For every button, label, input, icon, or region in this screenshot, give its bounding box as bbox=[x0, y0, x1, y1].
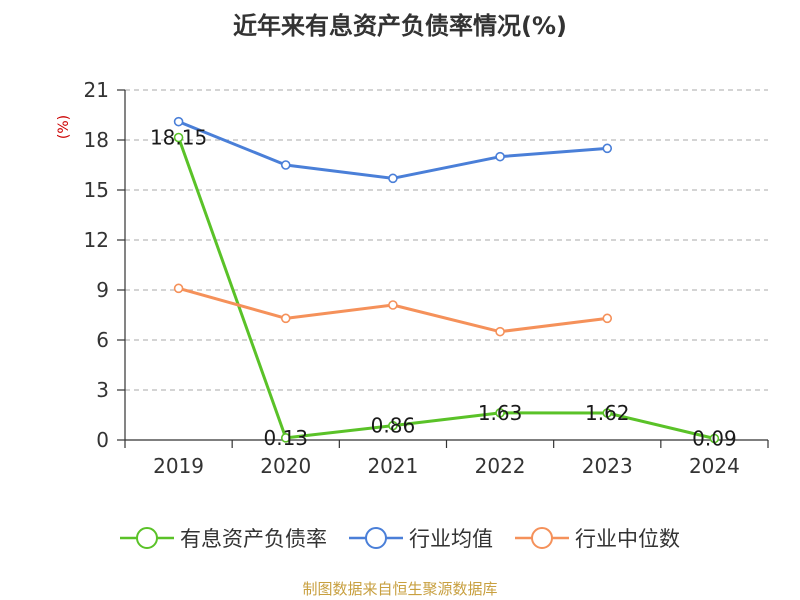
line-chart: 0 3 6 9 12 15 18 21 2019 2020 2021 2022 2023 2024 18.… bbox=[56, 78, 769, 478]
grid-lines bbox=[125, 89, 768, 391]
x-tick-label: 2023 bbox=[582, 454, 633, 478]
data-point bbox=[280, 433, 291, 443]
data-label: 0.13 bbox=[263, 426, 308, 450]
data-point bbox=[495, 326, 505, 337]
legend-label: 行业均值 bbox=[409, 527, 493, 551]
legend-swatch-marker bbox=[365, 527, 387, 549]
data-point bbox=[388, 420, 398, 431]
data-labels: 18.15 0.13 0.86 1.63 1.62 0.09 bbox=[150, 126, 737, 451]
y-tick-label: 18 bbox=[84, 128, 109, 152]
data-label: 0.86 bbox=[371, 414, 416, 438]
chart-title: 近年来有息资产负债率情况(%) bbox=[233, 12, 567, 40]
legend: 有息资产负债率 行业均值 行业中位数 bbox=[0, 518, 800, 558]
axes: 0 3 6 9 12 15 18 21 2019 2020 2021 2022 2023 2024 bbox=[84, 78, 769, 478]
data-point bbox=[709, 433, 720, 444]
data-label: 18.15 bbox=[150, 126, 207, 150]
data-point bbox=[602, 143, 613, 154]
data-label: 1.62 bbox=[585, 401, 630, 425]
x-tick-label: 2024 bbox=[689, 454, 740, 478]
legend-swatch-marker bbox=[136, 527, 158, 549]
x-tick-label: 2019 bbox=[153, 454, 204, 478]
x-tick-label: 2021 bbox=[367, 454, 418, 478]
data-point bbox=[280, 313, 291, 324]
legend-item[interactable]: 有息资产负债率 bbox=[120, 523, 327, 553]
y-tick-label: 9 bbox=[96, 278, 109, 302]
y-tick-label: 6 bbox=[96, 328, 109, 352]
data-point bbox=[173, 132, 184, 143]
data-point bbox=[495, 151, 505, 162]
series-line bbox=[178, 286, 608, 334]
legend-swatch-marker bbox=[531, 527, 553, 549]
data-point bbox=[388, 173, 398, 184]
x-tick-label: 2022 bbox=[475, 454, 526, 478]
legend-label: 有息资产负债率 bbox=[180, 527, 327, 551]
y-tick-label: 12 bbox=[84, 228, 109, 252]
series-line bbox=[177, 136, 715, 440]
legend-item[interactable]: 行业均值 bbox=[349, 523, 493, 553]
source-note: 制图数据来自恒生聚源数据库 bbox=[302, 580, 498, 598]
data-point bbox=[173, 116, 184, 127]
y-axis-unit-label: (%) bbox=[56, 115, 72, 139]
x-tick-label: 2020 bbox=[260, 454, 311, 478]
legend-item[interactable]: 行业中位数 bbox=[515, 523, 680, 553]
y-tick-label: 21 bbox=[84, 78, 109, 102]
data-label: 0.09 bbox=[692, 427, 737, 451]
data-point bbox=[495, 408, 505, 418]
y-tick-label: 0 bbox=[96, 428, 109, 452]
data-point bbox=[173, 283, 184, 294]
y-tick-label: 15 bbox=[84, 178, 109, 202]
series-lines bbox=[173, 116, 720, 444]
data-label: 1.63 bbox=[478, 401, 523, 425]
legend-label: 行业中位数 bbox=[575, 527, 680, 551]
legend-swatch bbox=[515, 527, 569, 549]
data-point bbox=[602, 408, 613, 418]
data-point bbox=[280, 160, 291, 170]
legend-swatch bbox=[349, 527, 403, 549]
data-point bbox=[388, 300, 398, 310]
series-line bbox=[178, 120, 608, 180]
legend-swatch bbox=[120, 527, 174, 549]
data-point bbox=[602, 313, 613, 324]
y-tick-label: 3 bbox=[96, 378, 109, 402]
